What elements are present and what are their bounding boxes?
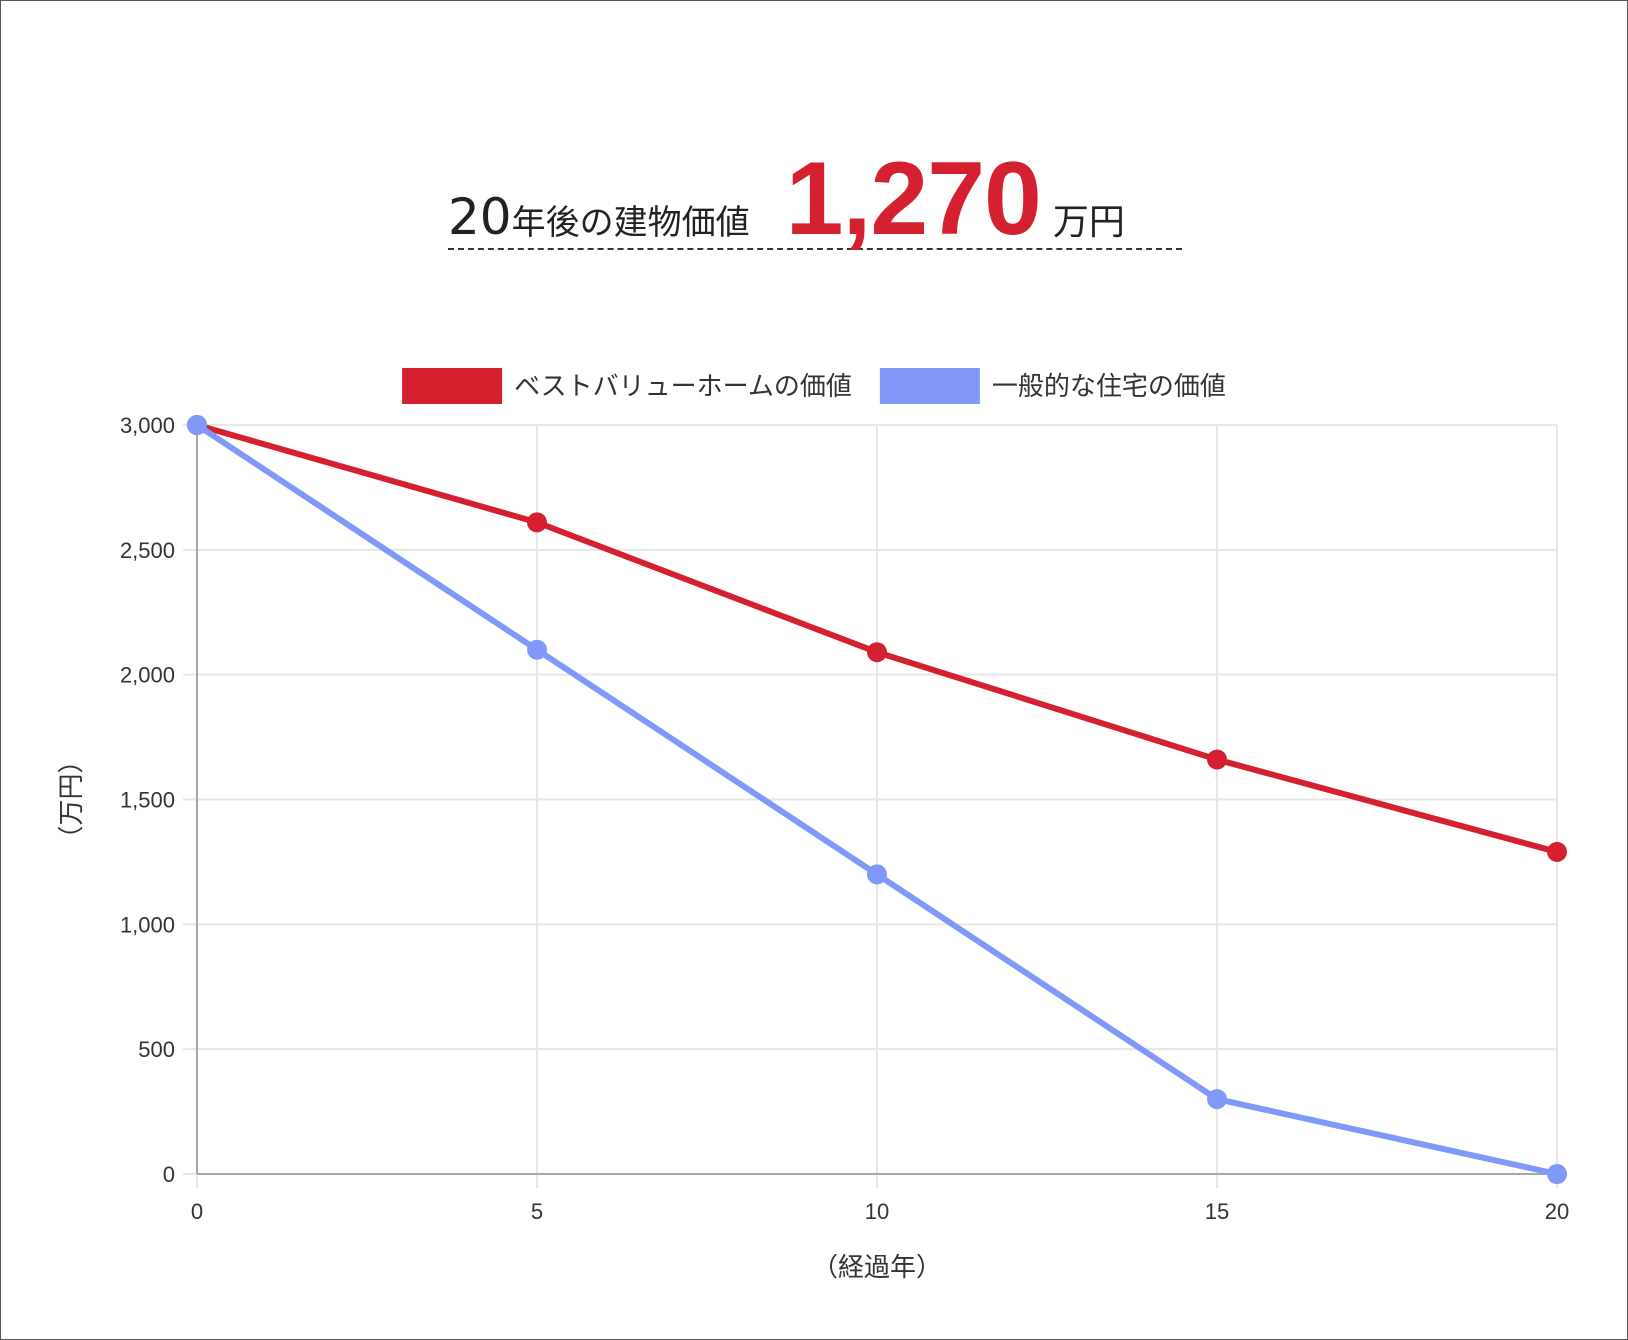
headline-prefix: 20年後の建物価値 [448,188,750,246]
legend-label-1: 一般的な住宅の価値 [992,372,1226,402]
axes [196,425,1557,1175]
legend-label-0: ベストバリューホームの価値 [514,372,852,402]
data-point-1 [867,864,887,885]
headline-label: 年後の建物価値 [511,203,750,243]
data-point-1 [1207,1089,1227,1110]
data-point-0 [527,512,547,533]
headline-unit: 万円 [1052,202,1125,243]
data-point-1 [1547,1164,1567,1184]
y-tick-label: 1,000 [120,912,175,937]
data-point-1 [527,639,547,660]
data-point-1 [187,415,207,435]
y-tick-label: 3,000 [120,413,175,438]
y-tick-label: 0 [163,1162,175,1187]
data-point-0 [1547,841,1567,862]
y-tick-label: 500 [138,1037,175,1062]
legend: ベストバリューホームの価値 一般的な住宅の価値 [402,368,1226,404]
x-tick-label: 15 [1205,1199,1229,1224]
y-tick-label: 1,500 [120,788,175,813]
x-tick-label: 0 [191,1199,203,1224]
headline: 20年後の建物価値 1,270 万円 [448,140,1182,257]
x-tick-label: 5 [531,1199,543,1224]
headline-years: 20 [448,188,512,246]
legend-swatch-1 [879,368,980,404]
tick-labels: 0 500 1,000 1,500 2,000 2,500 3,000 0 5 10 15 20 [120,413,1569,1224]
y-tick-label: 2,500 [120,538,175,563]
legend-swatch-0 [402,368,503,404]
series-lines [187,415,1567,1184]
x-tick-label: 20 [1545,1199,1569,1224]
data-point-0 [867,642,887,663]
grid [183,424,1558,1188]
x-axis-title: （経過年） [812,1253,942,1283]
headline-value: 1,270 [785,141,1042,257]
y-tick-label: 2,000 [120,663,175,688]
data-point-0 [1207,749,1227,770]
x-tick-label: 10 [865,1199,889,1224]
y-axis-title: （万円） [57,747,87,851]
